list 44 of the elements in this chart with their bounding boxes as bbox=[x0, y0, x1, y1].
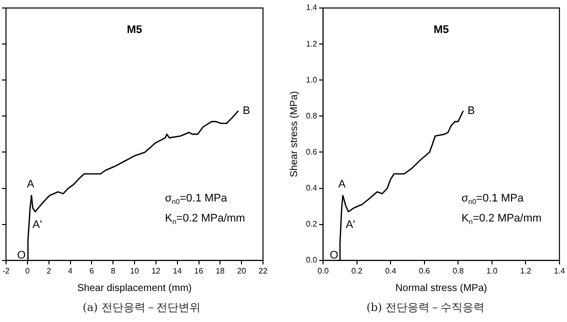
x-tick-label: 8 bbox=[110, 266, 116, 276]
x-tick-label: 20 bbox=[237, 266, 247, 276]
x-tick-label: 14 bbox=[172, 266, 182, 276]
x-tick-label: 0.4 bbox=[385, 266, 397, 276]
x-axis-title: Normal stress (MPa) bbox=[395, 282, 488, 294]
x-axis-title: Shear displacement (mm) bbox=[77, 282, 192, 294]
x-tick-label: 0.0 bbox=[318, 266, 330, 276]
x-tick-label: 0 bbox=[25, 266, 30, 276]
text: M5 bbox=[434, 24, 449, 36]
x-tick-label: -2 bbox=[2, 266, 10, 276]
x-tick-label: 16 bbox=[194, 266, 204, 276]
y-tick-label: 0.2 bbox=[306, 220, 318, 229]
x-tick-label: 22 bbox=[258, 266, 268, 276]
annotation: B bbox=[242, 104, 250, 117]
x-tick-label: 1.0 bbox=[486, 266, 498, 276]
annotation: A bbox=[338, 178, 346, 191]
x-tick-label: 6 bbox=[89, 266, 94, 276]
x-tick-label: 0.8 bbox=[452, 266, 464, 276]
y-tick-label: 0.4 bbox=[306, 183, 318, 192]
y-tick-label: 0.0 bbox=[306, 256, 318, 265]
x-tick-label: 4 bbox=[68, 266, 74, 276]
y-tick-label: 0.6 bbox=[306, 147, 318, 156]
x-tick-label: 2 bbox=[46, 266, 52, 276]
x-tick-label: 1.2 bbox=[520, 266, 532, 276]
annotation: O bbox=[17, 249, 26, 262]
annotation: A' bbox=[32, 218, 42, 231]
text: M5 bbox=[126, 24, 142, 36]
x-tick-label: 10 bbox=[130, 266, 140, 276]
x-tick-label: 0.2 bbox=[351, 266, 363, 276]
x-tick-label: 1.4 bbox=[554, 266, 566, 276]
x-tick-label: 0.6 bbox=[418, 266, 431, 276]
y-tick-label: 1.4 bbox=[306, 3, 318, 12]
y-tick-label: 1.0 bbox=[306, 75, 318, 84]
x-tick-label: 18 bbox=[216, 266, 226, 276]
annotation: O bbox=[330, 249, 339, 262]
annotation: A bbox=[26, 178, 35, 191]
annotation: A' bbox=[346, 218, 356, 231]
y-tick-label: 0.8 bbox=[306, 111, 318, 120]
text: (b) 전단응력－수직응력 bbox=[365, 300, 486, 315]
y-axis-title: Shear stress (MPa) bbox=[288, 91, 300, 178]
annotation: B bbox=[468, 104, 475, 117]
x-tick-label: 12 bbox=[151, 266, 161, 276]
text: (a) 전단응력－전단변위 bbox=[82, 300, 202, 315]
y-tick-label: 1.2 bbox=[306, 39, 318, 48]
